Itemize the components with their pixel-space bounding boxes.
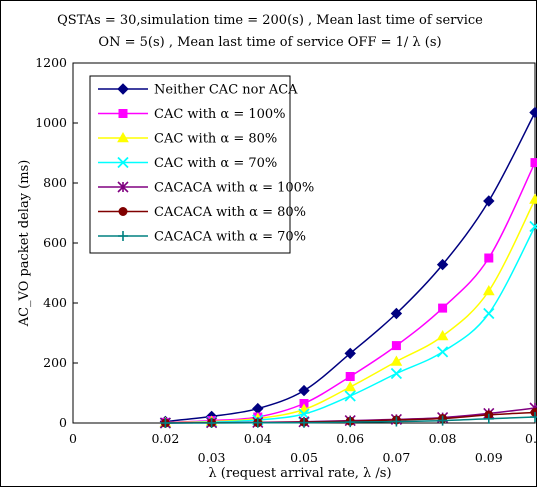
data-point [530, 412, 537, 422]
x-tick-label: 0.06 [336, 431, 364, 446]
legend-marker [117, 83, 129, 95]
y-tick-label: 1000 [35, 115, 67, 130]
x-tick-label: 0.1 [525, 431, 537, 446]
legend-marker [118, 207, 128, 216]
data-point [390, 307, 403, 320]
y-tick-label: 1200 [35, 55, 67, 70]
data-point [483, 307, 495, 320]
legend-item: CACACA with α = 70% [98, 230, 306, 245]
data-point [252, 417, 263, 428]
legend-label: Neither CAC nor ACA [154, 83, 298, 98]
data-point [530, 158, 537, 168]
data-point [391, 416, 402, 427]
data-point [436, 258, 449, 271]
legend-label: CAC with α = 80% [154, 132, 277, 147]
legend-item: CAC with α = 80% [98, 132, 277, 147]
legend-item: Neither CAC nor ACA [98, 83, 298, 98]
y-tick-label: 400 [43, 295, 67, 310]
data-point [391, 341, 401, 351]
y-axis-label: AC_VO packet delay (ms) [17, 160, 32, 328]
series-line [165, 112, 536, 423]
x-tick-label: 0.08 [429, 431, 457, 446]
data-point [529, 220, 537, 233]
data-point [390, 367, 403, 380]
data-point [206, 418, 217, 428]
legend-label: CACACA with α = 70% [154, 230, 306, 245]
x-tick-label-lower: 0.09 [475, 450, 503, 465]
legend: Neither CAC nor ACA CAC with α = 100% CAC … [89, 75, 314, 254]
y-tick-label: 0 [59, 415, 67, 430]
data-point [298, 384, 310, 397]
legend-box [89, 75, 291, 254]
legend-label: CACACA with α = 100% [154, 181, 314, 196]
legend-marker [117, 156, 129, 169]
y-tick-label: 200 [43, 355, 67, 370]
data-point [530, 408, 537, 417]
x-tick-label-lower: 0.03 [198, 450, 226, 465]
x-axis: 0 0.02 0.04 0.06 0.08 0.1 0.03 0.05 0.07 0.09 [69, 418, 537, 465]
legend-item: CAC with α = 100% [98, 107, 286, 122]
legend-marker [118, 231, 128, 241]
legend-label: CAC with α = 70% [154, 156, 277, 171]
series-layer [159, 106, 537, 429]
data-point [436, 329, 449, 341]
data-point [484, 253, 494, 263]
legend-item: CACACA with α = 100% [98, 181, 314, 196]
legend-item: CACACA with α = 80% [98, 205, 306, 220]
data-point [160, 418, 171, 428]
x-tick-label: 0.02 [151, 431, 179, 446]
data-point [299, 417, 309, 428]
legend-marker [118, 109, 128, 118]
data-point [483, 195, 495, 207]
chart-title: QSTAs = 30,simulation time = 200(s) , Me… [57, 13, 483, 28]
x-axis-label: λ (request arrival rate, λ /s) [208, 466, 391, 481]
data-point [345, 417, 356, 428]
data-point [345, 372, 355, 381]
data-point [529, 193, 537, 204]
data-point [483, 413, 494, 424]
data-point [437, 415, 448, 426]
legend-label: CACACA with α = 80% [154, 205, 306, 220]
chart-subtitle: ON = 5(s) , Mean last time of service OF… [98, 35, 441, 50]
x-tick-label: 0.04 [244, 431, 272, 446]
data-point [344, 380, 357, 392]
legend-marker [117, 131, 129, 143]
legend-item: CAC with α = 70% [98, 156, 277, 171]
y-axis: 0 200 400 600 800 1000 1200 [35, 55, 78, 430]
legend-label: CAC with α = 100% [154, 107, 286, 122]
y-tick-label: 800 [43, 175, 67, 190]
data-point [529, 106, 537, 119]
data-point [298, 408, 310, 420]
data-point [482, 284, 495, 296]
data-point [390, 355, 403, 366]
series-7 [160, 412, 537, 428]
y-tick-label: 600 [43, 235, 67, 250]
data-point [438, 303, 448, 313]
x-tick-label-lower: 0.07 [382, 450, 410, 465]
x-tick-label-lower: 0.05 [290, 450, 318, 465]
data-point [344, 347, 356, 360]
legend-marker [117, 181, 129, 193]
data-point [436, 346, 449, 358]
data-point [344, 390, 356, 402]
x-tick-label: 0 [69, 431, 77, 446]
